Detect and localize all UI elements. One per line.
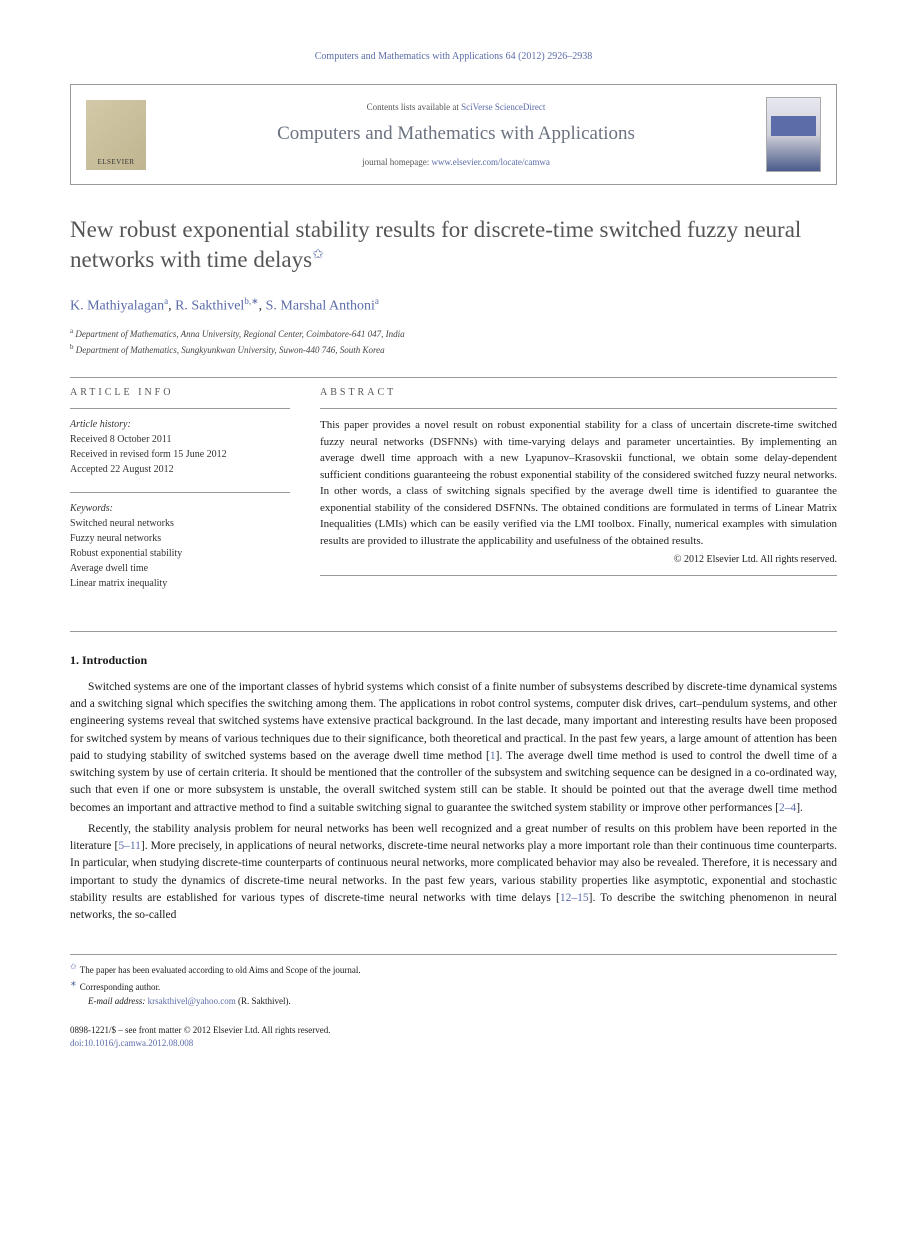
affiliations-block: a Department of Mathematics, Anna Univer… — [70, 326, 837, 357]
history-label: Article history: — [70, 417, 290, 432]
keyword-2: Fuzzy neural networks — [70, 531, 290, 546]
rule-info-2 — [70, 492, 290, 493]
footnote-star: ✩The paper has been evaluated according … — [70, 961, 837, 977]
footnote-star-text: The paper has been evaluated according t… — [80, 965, 361, 975]
citation-link[interactable]: Computers and Mathematics with Applicati… — [315, 51, 592, 62]
journal-name: Computers and Mathematics with Applicati… — [161, 121, 751, 148]
footer-block: 0898-1221/$ – see front matter © 2012 El… — [70, 1024, 837, 1051]
asterisk-icon: ∗ — [70, 979, 77, 988]
homepage-prefix: journal homepage: — [362, 157, 431, 167]
citation-header: Computers and Mathematics with Applicati… — [70, 50, 837, 64]
affil-text-b: Department of Mathematics, Sungkyunkwan … — [76, 345, 385, 355]
author-2-affil: b,∗ — [244, 296, 258, 306]
footer-doi-line: doi:10.1016/j.camwa.2012.08.008 — [70, 1037, 837, 1051]
abstract-text: This paper provides a novel result on ro… — [320, 417, 837, 549]
email-label: E-mail address: — [88, 996, 145, 1006]
rule-bottom — [70, 631, 837, 632]
footnote-corresponding: ∗Corresponding author. — [70, 978, 837, 994]
email-author: (R. Sakthivel). — [238, 996, 291, 1006]
affiliation-a: a Department of Mathematics, Anna Univer… — [70, 326, 837, 342]
footer-copyright: 0898-1221/$ – see front matter © 2012 El… — [70, 1024, 837, 1038]
history-accepted: Accepted 22 August 2012 — [70, 462, 290, 477]
keyword-3: Robust exponential stability — [70, 546, 290, 561]
affil-text-a: Department of Mathematics, Anna Universi… — [75, 329, 404, 339]
email-link[interactable]: krsakthivel@yahoo.com — [148, 996, 236, 1006]
footnotes-block: ✩The paper has been evaluated according … — [70, 954, 837, 1008]
contents-prefix: Contents lists available at — [367, 102, 461, 112]
author-3-affil: a — [375, 296, 379, 306]
article-info-column: ARTICLE INFO Article history: Received 8… — [70, 386, 290, 606]
footnote-corr-text: Corresponding author. — [80, 982, 161, 992]
contents-available-line: Contents lists available at SciVerse Sci… — [161, 101, 751, 114]
authors-line: K. Mathiyalagana, R. Sakthivelb,∗, S. Ma… — [70, 295, 837, 316]
rule-abstract-bottom — [320, 575, 837, 576]
title-footnote-star: ✩ — [312, 247, 324, 262]
section-1-heading: 1. Introduction — [70, 652, 837, 669]
author-3[interactable]: S. Marshal Anthoni — [266, 298, 375, 313]
author-1[interactable]: K. Mathiyalagan — [70, 298, 164, 313]
doi-label: doi: — [70, 1038, 84, 1048]
doi-link[interactable]: 10.1016/j.camwa.2012.08.008 — [84, 1038, 193, 1048]
footnote-email: E-mail address: krsakthivel@yahoo.com (R… — [70, 994, 837, 1008]
info-abstract-row: ARTICLE INFO Article history: Received 8… — [70, 386, 837, 606]
keywords-block: Keywords: Switched neural networks Fuzzy… — [70, 501, 290, 591]
intro-para-1: Switched systems are one of the importan… — [70, 679, 837, 817]
star-icon: ✩ — [70, 962, 77, 971]
rule-info-1 — [70, 408, 290, 409]
keyword-4: Average dwell time — [70, 561, 290, 576]
journal-header-box: ELSEVIER Contents lists available at Sci… — [70, 84, 837, 185]
affil-sup-b: b — [70, 343, 74, 351]
sciencedirect-link[interactable]: SciVerse ScienceDirect — [461, 102, 545, 112]
rule-top — [70, 377, 837, 378]
keyword-5: Linear matrix inequality — [70, 576, 290, 591]
intro-para-2: Recently, the stability analysis problem… — [70, 821, 837, 925]
author-2[interactable]: R. Sakthivel — [175, 298, 244, 313]
journal-homepage-line: journal homepage: www.elsevier.com/locat… — [161, 156, 751, 169]
article-title: New robust exponential stability results… — [70, 215, 837, 275]
article-info-heading: ARTICLE INFO — [70, 386, 290, 400]
title-text: New robust exponential stability results… — [70, 217, 801, 272]
article-history-block: Article history: Received 8 October 2011… — [70, 417, 290, 477]
author-1-affil: a — [164, 296, 168, 306]
keyword-1: Switched neural networks — [70, 516, 290, 531]
affil-sup-a: a — [70, 327, 73, 335]
abstract-heading: ABSTRACT — [320, 386, 837, 400]
history-received: Received 8 October 2011 — [70, 432, 290, 447]
affiliation-b: b Department of Mathematics, Sungkyunkwa… — [70, 342, 837, 358]
abstract-column: ABSTRACT This paper provides a novel res… — [320, 386, 837, 606]
rule-abstract — [320, 408, 837, 409]
abstract-copyright: © 2012 Elsevier Ltd. All rights reserved… — [320, 553, 837, 567]
elsevier-logo: ELSEVIER — [86, 100, 146, 170]
keywords-label: Keywords: — [70, 501, 290, 516]
homepage-link[interactable]: www.elsevier.com/locate/camwa — [432, 157, 550, 167]
journal-cover-thumbnail — [766, 97, 821, 172]
intro-p2-text: Recently, the stability analysis problem… — [70, 823, 837, 921]
intro-p1-text: Switched systems are one of the importan… — [70, 681, 837, 814]
elsevier-label: ELSEVIER — [97, 158, 134, 168]
history-revised: Received in revised form 15 June 2012 — [70, 447, 290, 462]
journal-center-block: Contents lists available at SciVerse Sci… — [161, 101, 751, 169]
